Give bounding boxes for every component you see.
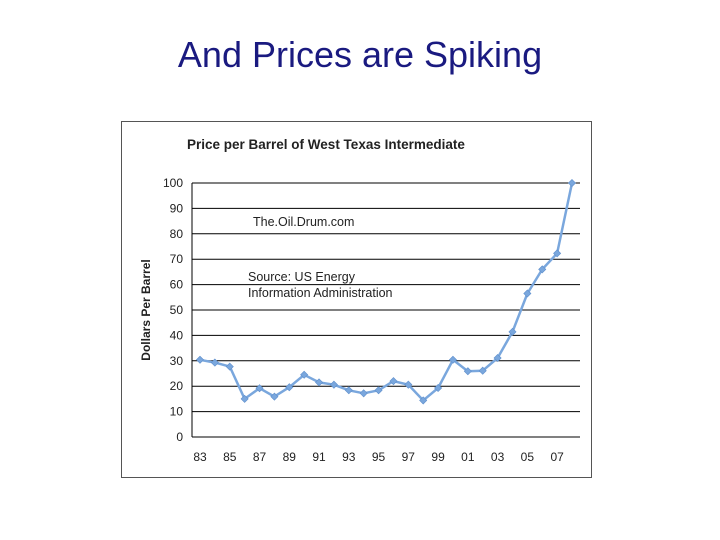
data-point	[255, 384, 264, 393]
data-point	[463, 367, 472, 376]
x-tick-label: 05	[521, 450, 535, 464]
data-point	[210, 358, 219, 367]
x-tick-label: 87	[253, 450, 267, 464]
y-tick-label: 60	[170, 278, 184, 292]
slide-title: And Prices are Spiking	[177, 34, 543, 75]
x-tick-label: 01	[461, 450, 475, 464]
y-tick-label: 0	[176, 430, 183, 444]
data-point	[538, 265, 547, 274]
x-tick-label: 95	[372, 450, 386, 464]
x-tick-label: 91	[312, 450, 326, 464]
data-point	[419, 396, 428, 405]
data-point	[567, 178, 577, 188]
series-group	[195, 178, 577, 405]
chart-frame: Price per Barrel of West Texas Intermedi…	[121, 121, 592, 478]
line-chart: Price per Barrel of West Texas Intermedi…	[139, 137, 580, 464]
chart-title: Price per Barrel of West Texas Intermedi…	[187, 137, 465, 152]
data-point	[389, 377, 398, 386]
data-point	[523, 289, 532, 298]
x-tick-labels: 83 85 87 89 91 93 95 97 99 01 03 05 07	[193, 450, 564, 464]
y-tick-label: 100	[163, 176, 183, 190]
y-tick-label: 70	[170, 252, 184, 266]
data-point	[315, 378, 324, 387]
x-tick-label: 89	[283, 450, 297, 464]
data-point	[404, 380, 413, 389]
data-point	[553, 249, 562, 258]
y-tick-label: 40	[170, 328, 184, 342]
data-point	[508, 327, 517, 336]
y-axis-label: Dollars Per Barrel	[139, 259, 153, 360]
data-point	[493, 353, 502, 363]
watermark-annotation: The.Oil.Drum.com	[253, 215, 354, 229]
y-tick-label: 10	[170, 405, 184, 419]
y-tick-label: 80	[170, 227, 184, 241]
y-tick-label: 90	[170, 201, 184, 215]
data-point	[285, 383, 294, 392]
data-point	[478, 366, 487, 375]
y-tick-labels: 0 10 20 30 40 50 60 70 80 90 100	[163, 176, 183, 444]
x-tick-label: 99	[431, 450, 445, 464]
data-point	[195, 355, 205, 364]
data-point	[448, 355, 457, 364]
x-tick-label: 93	[342, 450, 356, 464]
x-tick-label: 97	[402, 450, 416, 464]
source-annotation-line2: Information Administration	[248, 286, 393, 300]
grid-lines	[191, 182, 580, 438]
data-point	[344, 386, 353, 395]
x-tick-label: 85	[223, 450, 237, 464]
y-tick-label: 30	[170, 354, 184, 368]
x-tick-label: 83	[193, 450, 207, 464]
data-point	[270, 392, 279, 401]
data-point	[300, 370, 309, 379]
data-point	[329, 380, 338, 389]
data-point	[374, 386, 383, 395]
x-tick-label: 07	[550, 450, 564, 464]
data-point	[359, 389, 368, 398]
y-tick-label: 20	[170, 379, 184, 393]
data-point	[225, 362, 234, 371]
data-point	[434, 383, 443, 393]
source-annotation-line1: Source: US Energy	[248, 270, 356, 284]
x-tick-label: 03	[491, 450, 505, 464]
data-point	[240, 394, 249, 403]
y-tick-label: 50	[170, 303, 184, 317]
